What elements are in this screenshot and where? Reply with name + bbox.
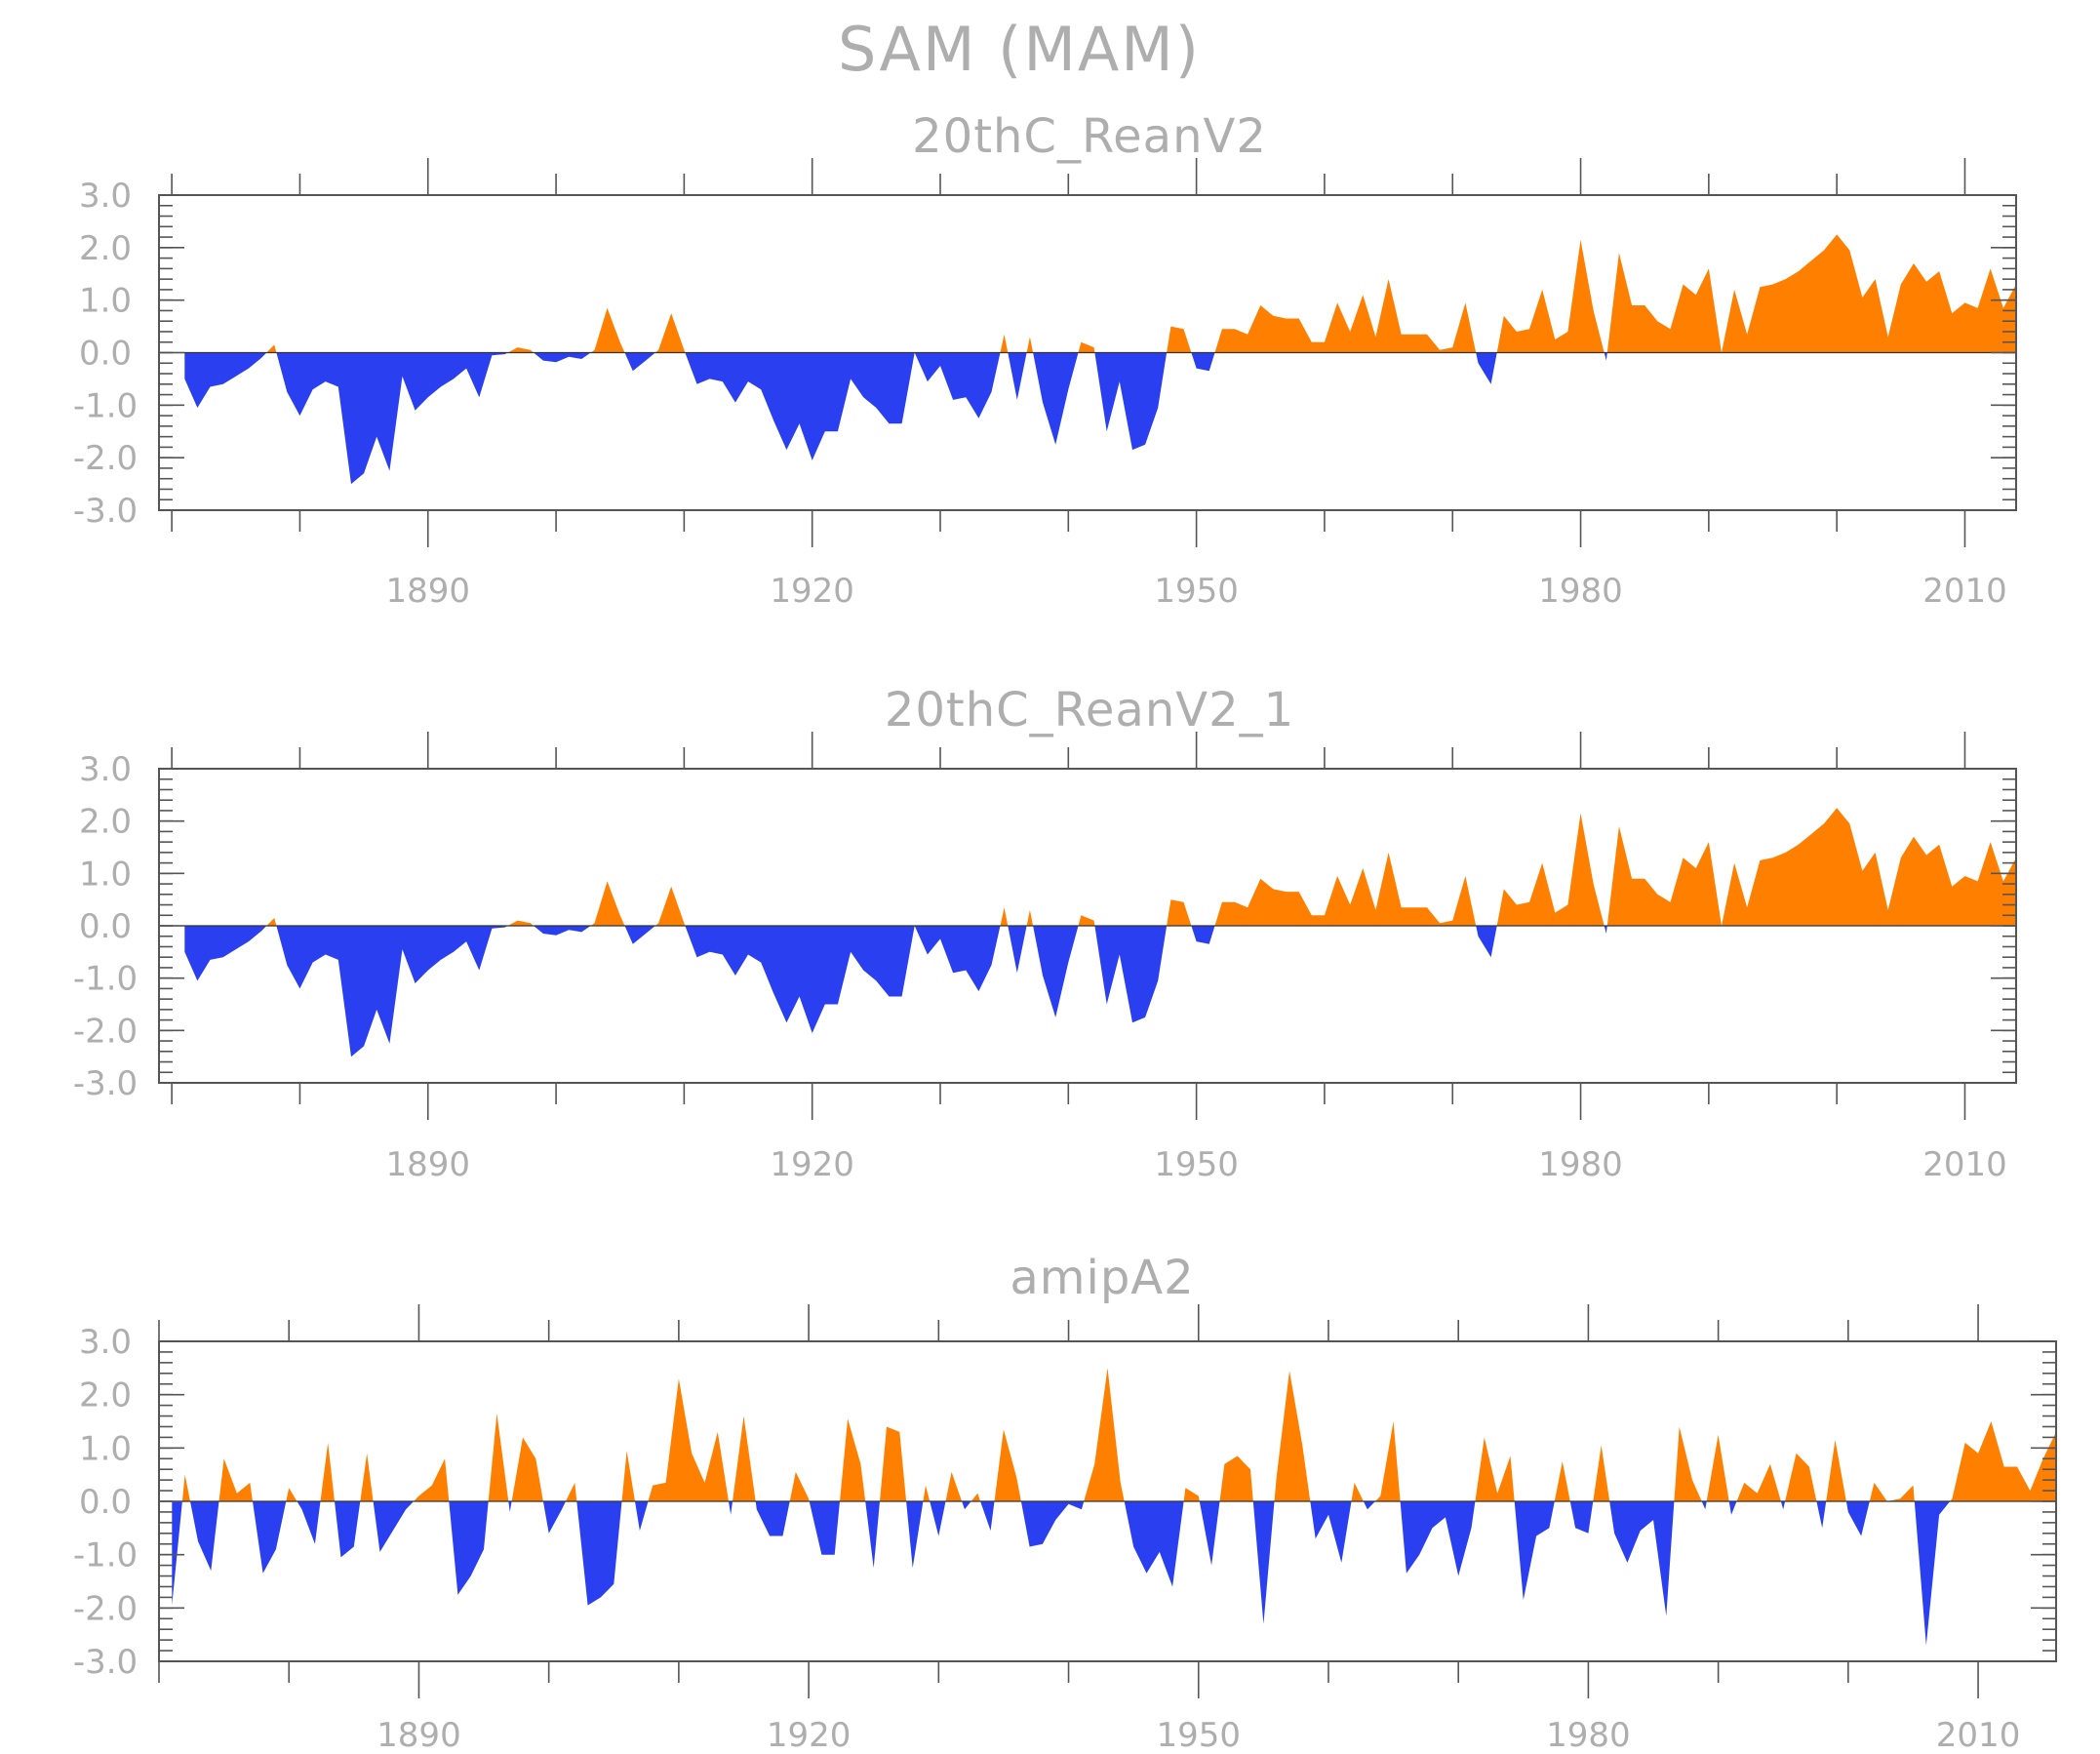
y-tick-label: 3.0 [79, 1323, 132, 1362]
y-tick-label: 1.0 [79, 1429, 132, 1468]
y-tick-label: 1.0 [79, 855, 132, 894]
y-tick-label: 2.0 [79, 229, 132, 268]
series-layer [184, 234, 2016, 485]
positive-anomaly-area [184, 808, 2016, 926]
y-tick-label: 1.0 [79, 282, 132, 321]
x-tick-label: 1980 [1538, 1145, 1623, 1184]
panel-title: amipA2 [1010, 1251, 1194, 1305]
x-tick-label: 1920 [770, 1145, 854, 1184]
y-tick-label: -2.0 [73, 439, 138, 478]
figure-title: SAM (MAM) [838, 14, 1201, 85]
axes-layer: 3.0 2.0 1.0 0.0 -1.0 -2.0 -3.0 1890 1920 1950 1980… [73, 158, 2017, 611]
panel-title: 20thC_ReanV2_1 [885, 683, 1294, 737]
y-tick-label: 0.0 [79, 1483, 132, 1522]
axes-layer: 3.0 2.0 1.0 0.0 -1.0 -2.0 -3.0 1890 1920 1950 1980… [73, 1304, 2057, 1754]
y-tick-label: 0.0 [79, 335, 132, 374]
chart-panel-2: 20thC_ReanV2_1 3.0 2.0 1.0 0.0 -1.0 -2.0 -3.0 1… [73, 683, 2017, 1184]
y-tick-label: -3.0 [73, 1064, 138, 1103]
series-layer [172, 1368, 2056, 1646]
y-tick-label: 0.0 [79, 907, 132, 946]
y-tick-label: 2.0 [79, 1376, 132, 1415]
y-tick-label: -1.0 [73, 386, 138, 425]
x-tick-label: 1890 [376, 1716, 461, 1754]
x-tick-label: 1920 [770, 572, 854, 611]
chart-panel-3: amipA2 3.0 2.0 1.0 0.0 -1.0 -2.0 -3.0 1890 1920 1… [73, 1251, 2057, 1754]
x-tick-label: 1950 [1156, 1716, 1241, 1754]
x-tick-label: 1890 [385, 1145, 470, 1184]
y-tick-label: -3.0 [73, 492, 138, 531]
series-layer [184, 808, 2016, 1057]
positive-anomaly-area [172, 1368, 2056, 1501]
axes-layer: 3.0 2.0 1.0 0.0 -1.0 -2.0 -3.0 1890 1920 1950 1980… [73, 732, 2017, 1184]
x-tick-label: 1950 [1154, 572, 1239, 611]
x-tick-label: 2010 [1936, 1716, 2021, 1754]
negative-anomaly-area [184, 352, 2016, 485]
y-tick-label: 3.0 [79, 177, 132, 216]
y-tick-label: -3.0 [73, 1643, 138, 1682]
negative-anomaly-area [172, 1501, 2056, 1646]
negative-anomaly-area [184, 926, 2016, 1057]
y-tick-label: -2.0 [73, 1589, 138, 1628]
chart-panel-1: 20thC_ReanV2 3.0 2.0 1.0 0.0 -1.0 -2.0 -3.0 189… [73, 109, 2017, 611]
y-tick-label: -1.0 [73, 1536, 138, 1575]
x-tick-label: 1980 [1546, 1716, 1631, 1754]
panel-title: 20thC_ReanV2 [912, 109, 1267, 164]
y-tick-label: -1.0 [73, 960, 138, 999]
x-tick-label: 1890 [385, 572, 470, 611]
x-tick-label: 1920 [767, 1716, 852, 1754]
x-tick-label: 1980 [1538, 572, 1623, 611]
x-tick-label: 2010 [1922, 1145, 2007, 1184]
y-tick-label: 3.0 [79, 750, 132, 789]
positive-anomaly-area [184, 234, 2016, 353]
x-tick-label: 2010 [1922, 572, 2007, 611]
y-tick-label: 2.0 [79, 803, 132, 842]
y-tick-label: -2.0 [73, 1012, 138, 1051]
x-tick-label: 1950 [1154, 1145, 1239, 1184]
